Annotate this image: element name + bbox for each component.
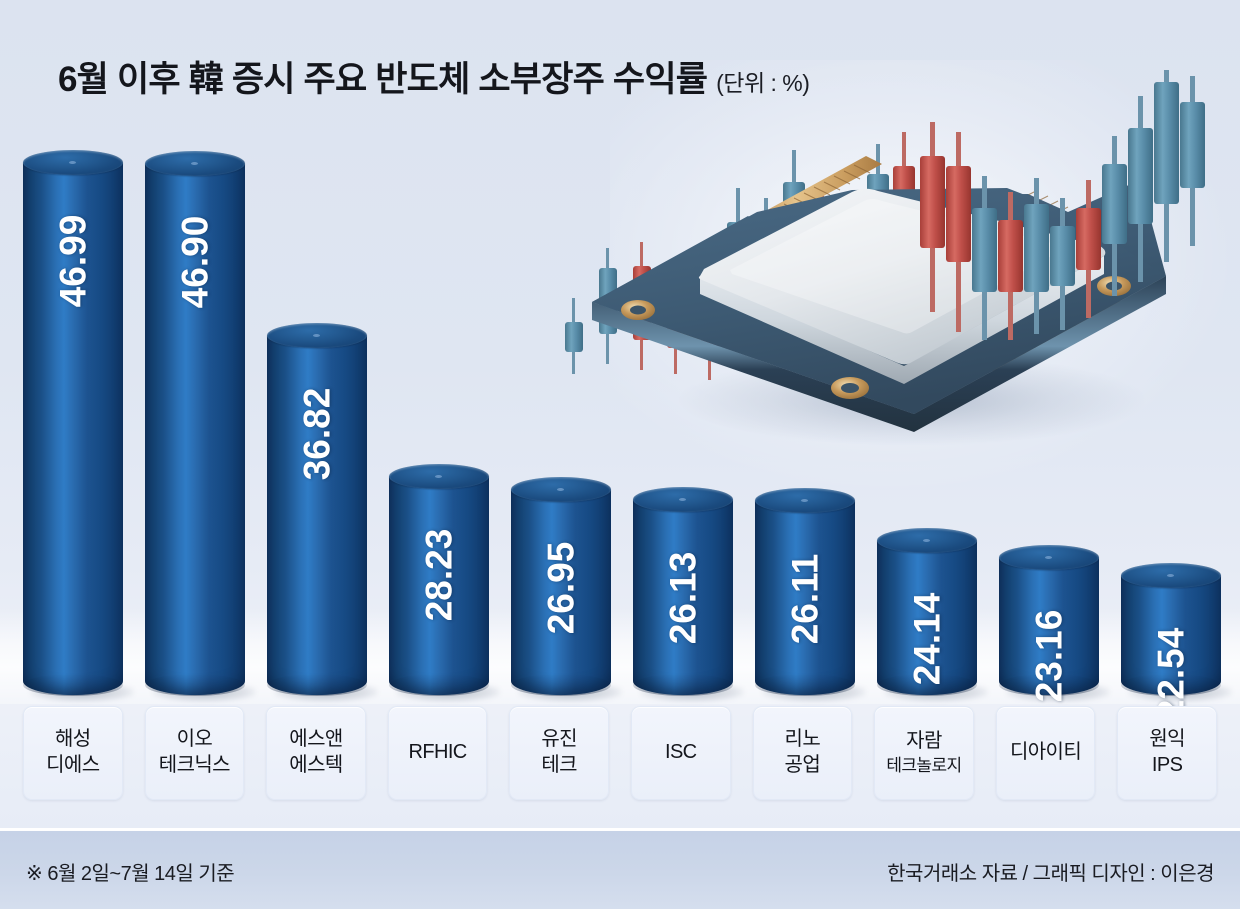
bar-top-cap [999, 545, 1099, 570]
bar-body [755, 488, 855, 696]
bar-top-cap [23, 150, 123, 175]
bar-cylinder[interactable]: 28.23 [389, 464, 500, 702]
bar-body [633, 487, 733, 696]
bar-body [389, 464, 489, 696]
candlestick-chart-icon [552, 70, 1232, 470]
bar-base-shade [633, 674, 733, 696]
category-label[interactable]: 리노 공업 [752, 706, 853, 800]
category-label-line2: 공업 [784, 754, 821, 776]
bar-base-shade [23, 674, 123, 696]
bar-top-cap [511, 477, 611, 502]
chart-unit-label: (단위 : %) [716, 70, 810, 96]
bar-cylinder[interactable]: 46.99 [23, 150, 134, 702]
footer-divider [0, 828, 1240, 831]
category-label[interactable]: RFHIC [387, 706, 488, 800]
bar-cylinder[interactable]: 46.90 [145, 151, 256, 702]
category-label-line2: 테크놀로지 [886, 755, 962, 775]
bar-slot: 28.23 [389, 150, 500, 702]
bar-top-cap [755, 488, 855, 513]
bar-top-cap [145, 151, 245, 176]
category-label-line1: RFHIC [408, 741, 468, 764]
bar-slot: 24.14 [877, 150, 988, 702]
bar-top-cap [389, 464, 489, 489]
bar-body [23, 150, 123, 696]
category-label-line1: 리노 [784, 728, 821, 751]
bar-base-shade [755, 674, 855, 696]
bar-cylinder[interactable]: 23.16 [999, 545, 1110, 702]
category-label-line2: 테크 [541, 754, 577, 776]
bar-base-shade [1121, 674, 1221, 696]
footer-note: ※ 6월 2일~7월 14일 기준 [26, 863, 235, 885]
category-label-line2: 테크닉스 [158, 754, 231, 776]
bar-slot: 26.11 [755, 150, 866, 702]
bar-body [145, 151, 245, 696]
bar-top-cap [1121, 563, 1221, 588]
category-label-line2: 에스텍 [289, 754, 343, 776]
category-label[interactable]: 에스앤 에스텍 [266, 706, 366, 800]
category-label[interactable]: 디아이티 [995, 706, 1096, 800]
bar-slot: 22.54 [1121, 150, 1232, 720]
bar-body [267, 323, 367, 696]
bar-body [999, 545, 1099, 696]
bar-slot: 46.99 [23, 150, 134, 702]
category-label[interactable]: 원익 IPS [1117, 706, 1217, 800]
bar-series: 46.99 46.90 [23, 150, 1232, 720]
chart-title-row: 6월 이후 韓 증시 주요 반도체 소부장주 수익률 (단위 : %) [58, 51, 810, 102]
category-label[interactable]: 유진 테크 [509, 706, 609, 800]
bar-cylinder[interactable]: 26.13 [633, 487, 744, 702]
category-label-line1: ISC [664, 741, 697, 764]
bar-base-shade [999, 674, 1099, 696]
category-label-line1: 자람 [906, 730, 942, 753]
category-axis-labels: 해성 디에스 이오 테크닉스 에스앤 에스텍 RFHIC 유진 테크 ISC [23, 706, 1217, 800]
bar-base-shade [145, 674, 245, 696]
category-label-line1: 해성 [54, 728, 91, 751]
bar-cylinder[interactable]: 26.95 [511, 477, 622, 702]
category-label-line2: IPS [1151, 754, 1183, 776]
bar-base-shade [877, 674, 977, 696]
category-label-line1: 이오 [176, 728, 213, 751]
bar-slot: 26.95 [511, 150, 622, 702]
bar-body [1121, 563, 1221, 696]
category-label-line1: 유진 [541, 728, 577, 751]
footer-band: ※ 6월 2일~7월 14일 기준 한국거래소 자료 / 그래픽 디자인 : 이… [0, 831, 1240, 909]
bar-base-shade [267, 674, 367, 696]
category-label-line1: 원익 [1149, 728, 1185, 751]
candle-group-front [920, 70, 1205, 340]
bar-top-cap [633, 487, 733, 512]
bar-base-shade [389, 674, 489, 696]
bar-cylinder[interactable]: 26.11 [755, 488, 866, 702]
category-label[interactable]: 이오 테크닉스 [144, 706, 245, 800]
bar-top-cap [877, 528, 977, 553]
page-title: 6월 이후 韓 증시 주요 반도체 소부장주 수익률 [58, 60, 708, 99]
bar-cylinder[interactable]: 36.82 [267, 323, 378, 702]
bar-top-cap [267, 323, 367, 348]
bar-slot: 46.90 [145, 150, 256, 702]
bar-chart-plot: 46.99 46.90 [0, 150, 1240, 800]
category-label-line1: 디아이티 [1009, 741, 1082, 764]
bar-body [511, 477, 611, 696]
category-label-line1: 에스앤 [289, 728, 343, 751]
bar-slot: 23.16 [999, 150, 1110, 702]
category-label[interactable]: 해성 디에스 [23, 706, 123, 800]
bar-cylinder[interactable]: 24.14 [877, 528, 988, 702]
category-label[interactable]: 자람 테크놀로지 [874, 706, 974, 800]
bar-cylinder[interactable]: 22.54 [1121, 563, 1232, 720]
bar-body [877, 528, 977, 696]
bar-slot: 26.13 [633, 150, 744, 702]
footer-credit: 한국거래소 자료 / 그래픽 디자인 : 이은경 [887, 863, 1214, 885]
chip-substrate-side [592, 276, 1166, 432]
bar-base-shade [511, 674, 611, 696]
category-label-line2: 디에스 [46, 754, 100, 776]
bar-slot: 36.82 [267, 150, 378, 702]
chip-die-side [700, 256, 1104, 384]
category-label[interactable]: ISC [630, 706, 731, 800]
